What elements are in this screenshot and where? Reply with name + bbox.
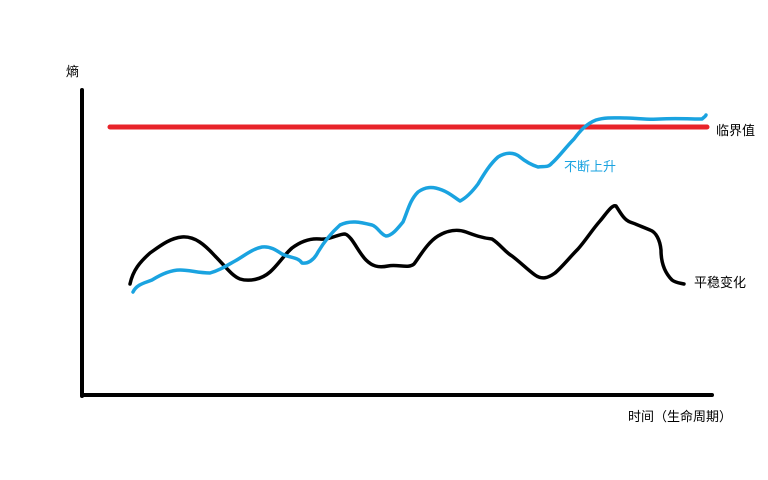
threshold-label: 临界值 (716, 123, 755, 139)
x-axis-label: 时间（生命周期） (628, 409, 732, 425)
stable-series-line (128, 204, 686, 286)
rising-series-label: 不断上升 (564, 160, 616, 175)
y-axis-label: 熵 (66, 64, 79, 80)
stable-series-label: 平稳变化 (694, 275, 746, 291)
rising-series-line (131, 113, 708, 294)
